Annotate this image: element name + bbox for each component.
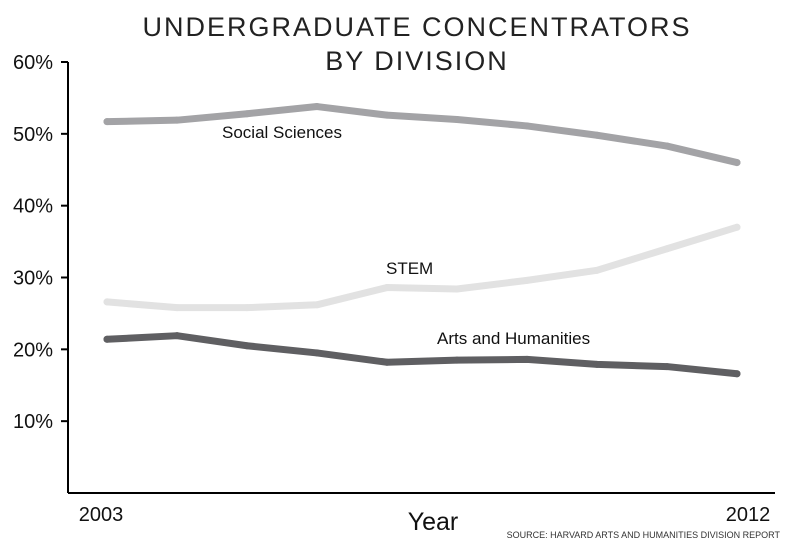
data-point-arts-and-humanities xyxy=(733,370,741,378)
data-point-arts-and-humanities xyxy=(103,335,111,343)
y-tick-label: 50% xyxy=(13,124,53,146)
data-point-arts-and-humanities xyxy=(593,360,601,368)
y-tick-label: 10% xyxy=(13,411,53,433)
data-point-arts-and-humanities xyxy=(523,355,531,363)
series-line-stem xyxy=(103,223,741,312)
data-point-arts-and-humanities xyxy=(663,363,671,371)
data-point-social-sciences xyxy=(383,111,391,119)
data-point-stem xyxy=(663,245,671,253)
data-point-arts-and-humanities xyxy=(383,358,391,366)
x-tick-label: 2012 xyxy=(726,504,771,526)
data-point-social-sciences xyxy=(103,118,111,126)
y-tick-label: 20% xyxy=(13,339,53,361)
x-axis-label: Year xyxy=(408,508,459,536)
source-note: SOURCE: HARVARD ARTS AND HUMANITIES DIVI… xyxy=(507,530,781,540)
y-tick-label: 60% xyxy=(13,52,53,74)
x-tick-label: 2003 xyxy=(79,504,124,526)
data-point-arts-and-humanities xyxy=(453,356,461,364)
data-point-arts-and-humanities xyxy=(243,342,251,350)
series-label-social-sciences: Social Sciences xyxy=(222,123,342,142)
data-point-social-sciences xyxy=(593,131,601,139)
data-point-stem xyxy=(383,284,391,292)
chart-title-line-1: UNDERGRADUATE CONCENTRATORS xyxy=(142,12,691,42)
data-point-stem xyxy=(313,301,321,309)
data-point-social-sciences xyxy=(243,110,251,118)
series-line-social-sciences xyxy=(103,103,741,167)
series-label-stem: STEM xyxy=(386,259,433,278)
data-point-arts-and-humanities xyxy=(313,349,321,357)
data-point-stem xyxy=(243,304,251,312)
chart-title-line-2: BY DIVISION xyxy=(325,46,509,76)
data-point-stem xyxy=(733,223,741,231)
data-point-social-sciences xyxy=(313,103,321,111)
data-point-social-sciences xyxy=(523,122,531,130)
data-point-stem xyxy=(173,304,181,312)
y-tick-label: 30% xyxy=(13,268,53,290)
data-point-social-sciences xyxy=(663,142,671,150)
data-point-stem xyxy=(103,298,111,306)
data-point-social-sciences xyxy=(733,159,741,167)
data-point-social-sciences xyxy=(173,116,181,124)
data-point-stem xyxy=(593,266,601,274)
series-label-arts-and-humanities: Arts and Humanities xyxy=(437,329,590,348)
data-point-social-sciences xyxy=(453,115,461,123)
data-point-stem xyxy=(523,276,531,284)
series-line-arts-and-humanities xyxy=(103,332,741,378)
data-point-stem xyxy=(453,285,461,293)
y-tick-label: 40% xyxy=(13,196,53,218)
data-point-arts-and-humanities xyxy=(173,332,181,340)
